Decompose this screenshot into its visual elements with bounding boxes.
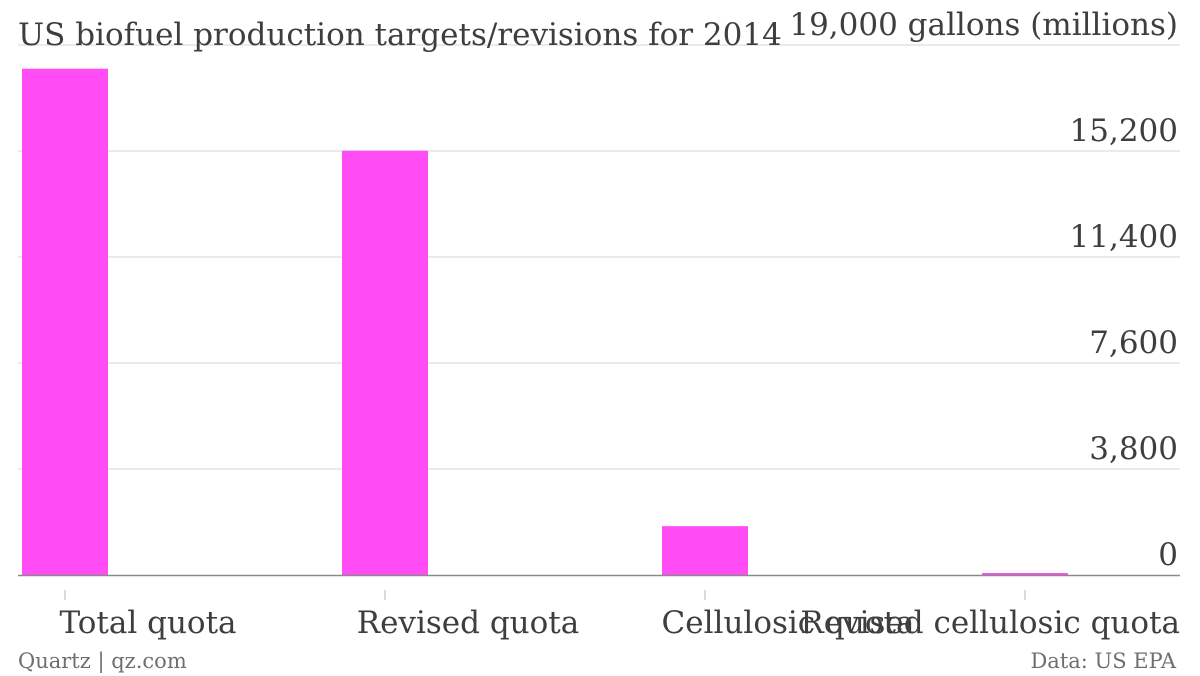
- bar: [22, 68, 108, 576]
- source-credit: Quartz | qz.com: [18, 649, 187, 674]
- bars: [22, 68, 1068, 576]
- y-tick-label: 7,600: [1089, 325, 1178, 361]
- y-axis-tick-labels: 0 3,800 7,600 11,400 15,200 19,000 gallons (m…: [789, 7, 1178, 573]
- bar: [662, 526, 748, 575]
- gridlines: [18, 44, 1180, 470]
- x-category-label: Revised quota: [357, 605, 579, 641]
- y-tick-label: 15,200: [1070, 113, 1178, 149]
- x-axis-ticks: [64, 590, 1026, 600]
- y-tick-label: 0: [1158, 537, 1178, 573]
- bar: [982, 573, 1068, 575]
- x-axis-category-labels: Total quota Revised quota Cellulosic quota…: [59, 605, 1180, 641]
- bar: [342, 150, 428, 575]
- chart-title: US biofuel production targets/revisions …: [18, 17, 782, 53]
- y-tick-label: 11,400: [1070, 219, 1178, 255]
- x-category-label: Total quota: [59, 605, 236, 641]
- y-tick-label: 3,800: [1089, 431, 1178, 467]
- x-category-label: Cellulosic quota: [662, 605, 915, 641]
- data-source: Data: US EPA: [1030, 649, 1176, 673]
- y-tick-label: 19,000 gallons (millions): [789, 7, 1178, 43]
- x-category-label: Revised cellulosic quota: [800, 605, 1180, 641]
